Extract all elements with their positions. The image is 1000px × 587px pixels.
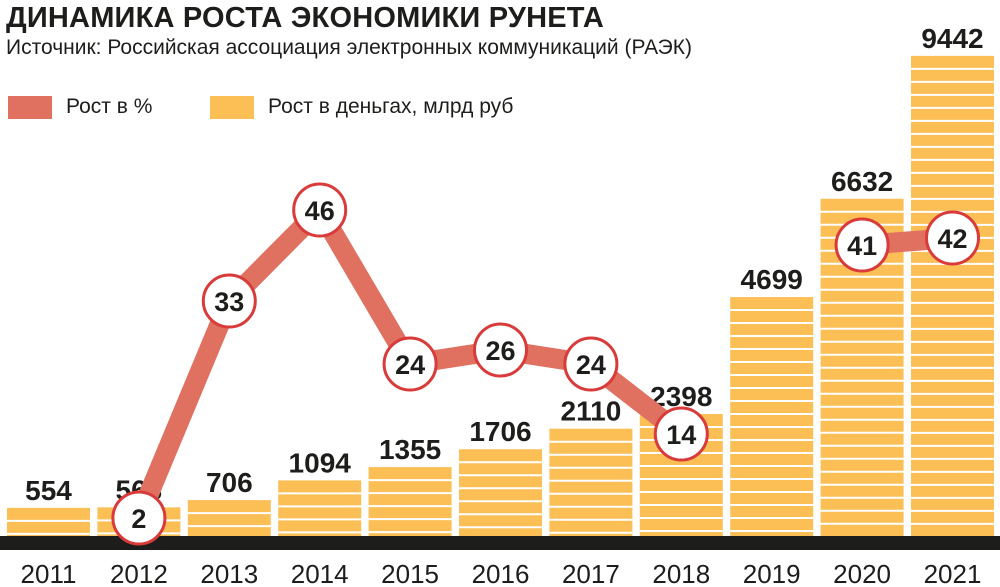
x-tick-label: 2014 xyxy=(291,559,349,587)
x-tick-label: 2012 xyxy=(110,559,168,587)
bar-2017 xyxy=(549,428,633,536)
percent-value-label: 2 xyxy=(131,504,146,534)
bar-2016 xyxy=(459,449,542,536)
percent-value-label: 41 xyxy=(847,231,877,261)
bar-value-label: 706 xyxy=(206,467,253,498)
bar-2013 xyxy=(187,500,271,536)
percent-line-segment xyxy=(128,291,240,528)
percent-line-segment xyxy=(309,200,421,374)
bar-value-label: 4699 xyxy=(741,264,803,295)
percent-marker-2016 xyxy=(473,322,528,378)
percent-value-label: 33 xyxy=(214,287,244,317)
x-axis-baseline xyxy=(0,536,1000,550)
percent-marker-2014 xyxy=(292,182,348,238)
x-tick-label: 2019 xyxy=(743,559,801,587)
legend-label-percent: Рост в % xyxy=(66,95,153,118)
bar-value-label: 6632 xyxy=(831,166,893,197)
percent-value-label: 14 xyxy=(666,420,696,450)
percent-marker-2018 xyxy=(653,406,709,462)
bar-value-label: 554 xyxy=(25,475,72,506)
legend-item-percent: Рост в % xyxy=(8,95,152,119)
percent-marker-2013 xyxy=(201,273,257,329)
bar-value-label: 1094 xyxy=(289,447,352,478)
legend-item-money: Рост в деньгах, млрд руб xyxy=(210,95,513,119)
bar-value-label: 1355 xyxy=(379,434,441,465)
bar-value-label: 9442 xyxy=(921,23,983,54)
percent-value-label: 42 xyxy=(937,224,967,254)
x-tick-label: 2011 xyxy=(21,559,77,587)
percent-marker-2017 xyxy=(563,336,619,392)
x-tick-label: 2017 xyxy=(562,559,620,587)
x-tick-label: 2021 xyxy=(924,559,982,587)
x-tick-label: 2020 xyxy=(833,559,891,587)
bar-2014 xyxy=(278,480,362,536)
percent-value-label: 24 xyxy=(395,350,425,380)
bar-2015 xyxy=(368,467,452,536)
bar-2021 xyxy=(911,55,994,536)
bar-2019 xyxy=(730,297,814,536)
percent-value-label: 46 xyxy=(305,196,335,226)
chart-subtitle: Источник: Российская ассоциация электрон… xyxy=(6,36,692,59)
bar-value-label: 1706 xyxy=(469,416,531,447)
x-tick-label: 2016 xyxy=(472,559,530,587)
percent-value-label: 24 xyxy=(576,350,606,380)
x-tick-label: 2018 xyxy=(652,559,710,587)
x-tick-label: 2015 xyxy=(381,559,439,587)
percent-marker-2015 xyxy=(382,336,438,392)
bar-value-label: 2110 xyxy=(561,396,622,427)
percent-marker-2021 xyxy=(925,210,980,266)
legend-label-money: Рост в деньгах, млрд руб xyxy=(268,95,514,118)
legend-swatch-money xyxy=(210,95,254,119)
bar-2011 xyxy=(7,507,90,536)
legend-swatch-percent xyxy=(8,95,52,119)
chart-title: ДИНАМИКА РОСТА ЭКОНОМИКИ РУНЕТА xyxy=(6,2,605,34)
percent-value-label: 26 xyxy=(485,336,515,366)
percent-marker-2020 xyxy=(834,217,890,273)
percent-marker-2012 xyxy=(111,490,167,546)
x-tick-label: 2013 xyxy=(200,559,258,587)
